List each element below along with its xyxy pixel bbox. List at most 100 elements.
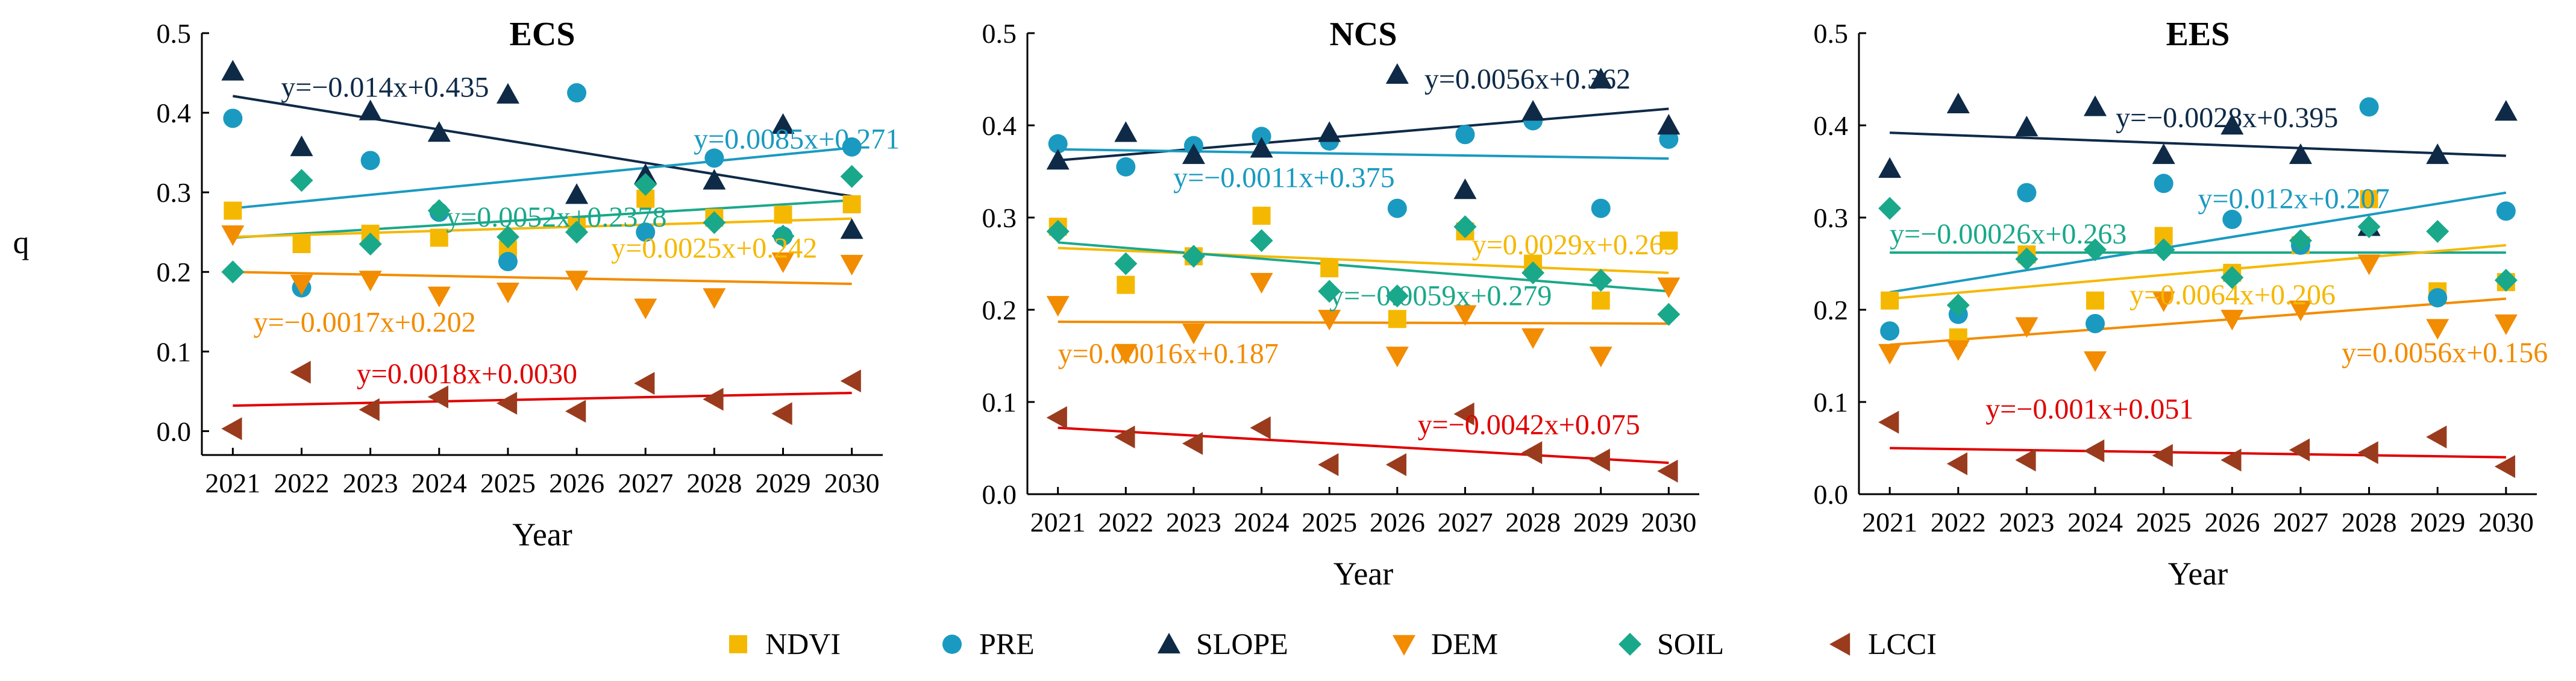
data-point-slope (1114, 121, 1138, 142)
data-point-lcci (1657, 459, 1678, 483)
x-tick-label: 2027 (2273, 507, 2328, 538)
legend-item-lcci: LCCI (1829, 627, 1937, 661)
data-point-dem (359, 271, 382, 292)
equation-label-soil: y=−0.0059x+0.279 (1329, 280, 1552, 312)
data-point-dem (2015, 317, 2039, 338)
data-point-lcci (2152, 444, 2173, 467)
legend-marker-ndvi (729, 635, 747, 653)
data-point-dem (2494, 314, 2518, 335)
trendline-lcci (1890, 447, 2506, 459)
data-point-soil (1453, 215, 1477, 239)
x-axis-title: Year (1333, 556, 1394, 592)
trendline-ndvi (1889, 243, 2507, 300)
legend-label: SOIL (1657, 627, 1724, 661)
data-point-slope (427, 121, 451, 142)
x-tick-label: 2021 (1030, 507, 1086, 538)
data-point-pre (1591, 198, 1611, 218)
data-point-lcci (634, 372, 655, 395)
trendline-pre (233, 146, 852, 210)
x-tick-label: 2024 (2067, 507, 2123, 538)
data-point-slope (2152, 143, 2175, 165)
x-tick-label: 2023 (1999, 507, 2054, 538)
data-point-ndvi (2086, 291, 2105, 310)
data-point-lcci (2426, 425, 2447, 449)
data-point-lcci (496, 392, 518, 415)
data-point-ndvi (2360, 190, 2378, 209)
trendline-pre (1889, 191, 2507, 293)
data-point-lcci (2084, 439, 2105, 463)
data-point-soil (2015, 247, 2039, 271)
x-tick-label: 2022 (1098, 507, 1153, 538)
data-point-soil (771, 224, 795, 248)
legend-label: PRE (979, 627, 1035, 661)
data-point-pre (567, 83, 587, 103)
panel-title: ECS (510, 16, 575, 53)
legend-item-dem: DEM (1393, 627, 1498, 661)
legend-label: LCCI (1868, 627, 1937, 661)
y-tick-label: 0.2 (982, 295, 1017, 325)
data-point-slope (1589, 67, 1612, 89)
data-point-pre (1387, 198, 1407, 218)
equation-label-slope: y=−0.0028x+0.395 (2116, 102, 2338, 134)
legend-item-pre: PRE (942, 627, 1035, 661)
data-point-pre (2017, 183, 2037, 202)
data-point-soil (1521, 261, 1545, 284)
x-tick-label: 2025 (2136, 507, 2192, 538)
data-point-pre (2222, 210, 2242, 230)
data-point-lcci (1589, 448, 1610, 472)
legend-label: DEM (1431, 627, 1498, 661)
equation-label-dem: y=0.0056x+0.156 (2342, 337, 2548, 369)
data-point-soil (1657, 303, 1681, 326)
data-point-lcci (565, 400, 586, 423)
data-point-soil (2494, 269, 2518, 292)
equation-label-ndvi: y=0.0029x+0.269 (1472, 229, 1678, 261)
data-point-slope (1453, 178, 1477, 199)
data-point-soil (2220, 266, 2244, 289)
x-tick-label: 2027 (1437, 507, 1493, 538)
equation-label-ndvi: y=0.0025x+0.242 (611, 232, 817, 264)
data-point-lcci (2015, 448, 2036, 472)
data-point-slope (290, 135, 313, 157)
y-tick-label: 0.0 (157, 416, 192, 447)
equation-label-slope: y=0.0056x+0.362 (1424, 63, 1631, 95)
data-point-soil (2084, 238, 2107, 262)
data-point-pre (498, 252, 518, 272)
y-tick-label: 0.5 (157, 18, 192, 49)
x-tick-label: 2029 (1573, 507, 1629, 538)
data-point-dem (840, 254, 863, 276)
x-tick-label: 2030 (1641, 507, 1696, 538)
data-point-soil (703, 211, 726, 234)
x-tick-label: 2028 (1505, 507, 1561, 538)
data-point-ndvi (842, 195, 861, 213)
x-axis-title: Year (2168, 556, 2228, 592)
chart-panel-ncs: 0.0 0.1 0.2 0.3 0.4 0.5 2021 2022 2023 2024 2025 20… (982, 16, 1699, 592)
data-point-dem (634, 298, 657, 319)
x-tick-label: 2029 (755, 468, 810, 498)
data-point-dem (427, 286, 451, 307)
equation-label-pre: y=0.0085x+0.271 (694, 124, 900, 155)
data-point-dem (1250, 272, 1273, 294)
data-point-slope (1182, 143, 1205, 165)
data-point-soil (1878, 196, 1902, 220)
equation-label-lcci: y=−0.001x+0.051 (1985, 394, 2193, 425)
equation-label-pre: y=0.012x+0.207 (2198, 183, 2390, 215)
data-point-ndvi (1591, 291, 1610, 310)
data-point-pre (1880, 321, 1900, 341)
data-point-dem (2084, 351, 2107, 372)
y-tick-label: 0.0 (1814, 479, 1849, 510)
data-point-slope (2015, 116, 2039, 137)
legend-item-soil: SOIL (1619, 627, 1724, 661)
x-axis-title: Year (512, 516, 572, 553)
data-point-soil (1589, 269, 1612, 292)
x-tick-label: 2025 (1302, 507, 1357, 538)
x-tick-label: 2023 (1166, 507, 1221, 538)
legend-marker-dem (1393, 635, 1415, 656)
data-point-dem (2220, 310, 2244, 331)
data-point-slope (1318, 121, 1341, 142)
equation-label-soil: y=−0.00026x+0.263 (1890, 218, 2126, 250)
data-point-ndvi (292, 235, 311, 253)
data-point-dem (1589, 347, 1612, 368)
data-point-dem (1182, 324, 1205, 345)
x-tick-label: 2022 (274, 468, 330, 498)
data-point-soil (290, 169, 313, 192)
